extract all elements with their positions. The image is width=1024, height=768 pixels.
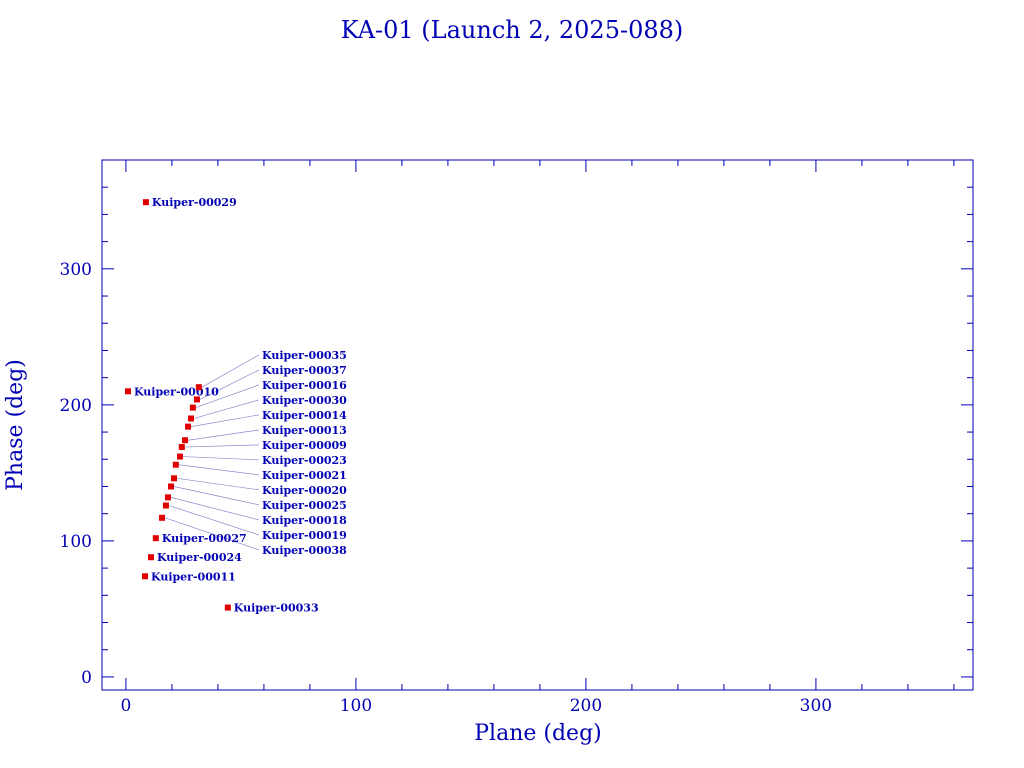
data-point <box>167 483 174 490</box>
point-label: Kuiper-00025 <box>262 499 347 512</box>
leader-line <box>182 456 260 461</box>
point-label: Kuiper-00024 <box>157 551 242 564</box>
point-label: Kuiper-00037 <box>262 364 347 377</box>
y-axis-label: Phase (deg) <box>3 359 28 491</box>
y-tick-label: 300 <box>60 260 92 280</box>
point-label: Kuiper-00009 <box>262 439 347 452</box>
data-point <box>159 514 166 521</box>
data-point <box>124 388 131 395</box>
data-point <box>162 502 169 509</box>
leader-line <box>201 354 260 388</box>
leader-line <box>190 414 260 427</box>
y-tick-label: 100 <box>60 532 92 552</box>
x-axis-label: Plane (deg) <box>474 721 602 746</box>
data-point <box>188 415 195 422</box>
leader-line <box>187 429 260 441</box>
data-point <box>170 475 177 482</box>
chart-title: KA-01 (Launch 2, 2025-088) <box>341 16 684 44</box>
data-point <box>165 494 172 501</box>
tick-labels: 0 100 200 300 0 100 200 300 <box>60 260 833 716</box>
data-point <box>195 384 202 391</box>
data-point <box>193 396 200 403</box>
point-label: Kuiper-00018 <box>262 514 347 527</box>
point-label: Kuiper-00038 <box>262 544 347 557</box>
leader-line <box>195 384 260 408</box>
point-label: Kuiper-00030 <box>262 394 347 407</box>
leader-line <box>199 369 260 400</box>
data-points: Kuiper-00029 Kuiper-00010 Kuiper-00035 Kuip… <box>124 196 347 615</box>
x-tick-label: 200 <box>570 696 602 716</box>
data-point <box>142 573 149 580</box>
leader-line <box>164 517 260 551</box>
point-label: Kuiper-00035 <box>262 349 347 362</box>
data-point <box>152 535 159 542</box>
data-point <box>172 461 179 468</box>
point-label: Kuiper-00013 <box>262 424 347 437</box>
leader-line <box>178 464 260 476</box>
data-point <box>176 453 183 460</box>
x-tick-label: 100 <box>340 696 372 716</box>
point-label: Kuiper-00029 <box>152 196 237 209</box>
point-label: Kuiper-00021 <box>262 469 347 482</box>
point-label: Kuiper-00016 <box>262 379 347 392</box>
leader-line <box>184 444 260 448</box>
point-label: Kuiper-00027 <box>162 532 247 545</box>
data-point <box>142 199 149 206</box>
point-label: Kuiper-00014 <box>262 409 347 422</box>
plot-frame <box>101 159 974 691</box>
point-label: Kuiper-00011 <box>151 570 236 583</box>
data-point <box>185 423 192 430</box>
point-label: Kuiper-00019 <box>262 529 347 542</box>
leader-line <box>168 505 260 536</box>
data-point <box>189 404 196 411</box>
data-point <box>224 604 231 611</box>
data-point <box>147 554 154 561</box>
data-point <box>178 444 185 451</box>
x-tick-label: 300 <box>800 696 832 716</box>
leader-line <box>193 399 260 419</box>
point-label: Kuiper-00033 <box>234 602 319 615</box>
y-tick-label: 0 <box>81 668 92 688</box>
axis-ticks <box>102 159 973 690</box>
leader-line <box>170 497 260 521</box>
point-label: Kuiper-00020 <box>262 484 347 497</box>
data-point <box>182 437 189 444</box>
point-label: Kuiper-00010 <box>134 385 219 398</box>
leader-line <box>173 486 260 506</box>
x-tick-label: 0 <box>121 696 132 716</box>
y-tick-label: 200 <box>60 396 92 416</box>
label-leader-lines <box>164 354 260 551</box>
point-label: Kuiper-00023 <box>262 454 347 467</box>
leader-line <box>176 477 260 491</box>
